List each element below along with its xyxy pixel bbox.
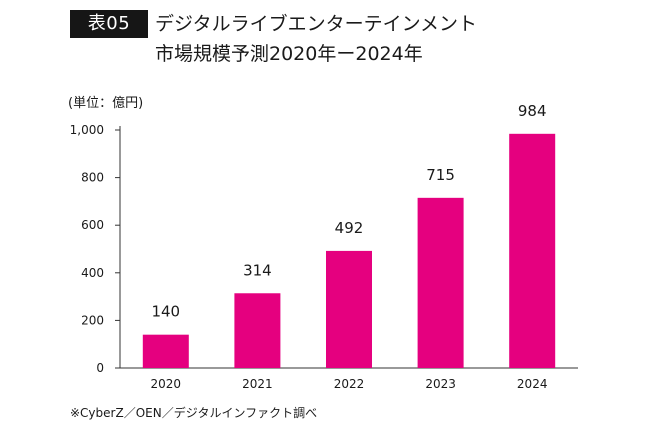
y-tick-label: 0 — [96, 361, 104, 375]
chart-title-line-2: 市場規模予測2020年ー2024年 — [155, 43, 423, 65]
x-tick-label: 2021 — [242, 377, 273, 391]
chart-title-line-1: デジタルライブエンターテインメント — [155, 13, 478, 35]
data-label: 492 — [335, 219, 364, 237]
y-tick-label: 600 — [81, 218, 104, 232]
y-tick-label: 200 — [81, 313, 104, 327]
x-tick-label: 2020 — [151, 377, 182, 391]
x-tick-label: 2024 — [517, 377, 548, 391]
x-tick-label: 2023 — [425, 377, 456, 391]
table-number-tag: 表05 — [70, 10, 148, 38]
data-label: 984 — [518, 102, 547, 120]
source-note: ※CyberZ／OEN／デジタルインファクト調べ — [70, 406, 318, 420]
bar-2021 — [234, 293, 281, 368]
data-label: 715 — [426, 166, 455, 184]
x-tick-label: 2022 — [334, 377, 365, 391]
data-label: 140 — [151, 303, 180, 321]
y-tick-label: 800 — [81, 171, 104, 185]
bar-2023 — [417, 197, 464, 368]
data-label: 314 — [243, 261, 272, 279]
y-tick-label: 400 — [81, 266, 104, 280]
bar-2020 — [142, 334, 189, 368]
bar-2022 — [326, 250, 372, 368]
y-tick-label: 1,000 — [70, 123, 104, 137]
y-axis-unit-label: (単位：億円) — [68, 96, 144, 111]
bar-2024 — [509, 133, 556, 368]
